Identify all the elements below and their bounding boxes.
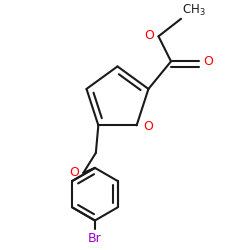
Text: O: O [69,166,79,179]
Text: O: O [203,55,213,68]
Text: O: O [143,120,153,133]
Text: Br: Br [88,232,102,245]
Text: O: O [144,28,154,42]
Text: CH$_3$: CH$_3$ [182,2,206,18]
